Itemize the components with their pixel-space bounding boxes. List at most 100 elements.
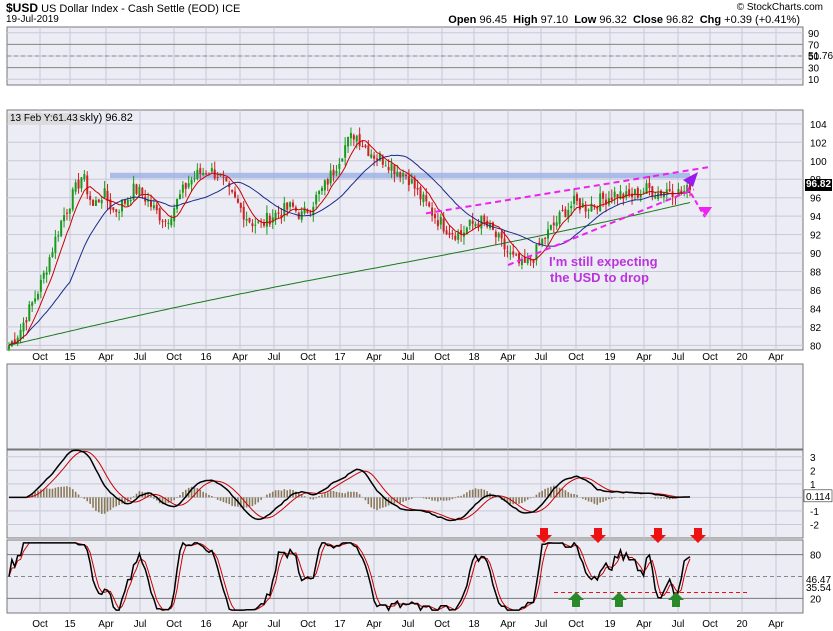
x-tick-label-bottom: Jul (134, 619, 147, 630)
candle-body (71, 189, 74, 210)
candle-body (471, 220, 474, 224)
candle-body (561, 209, 564, 211)
candle-body (271, 217, 274, 223)
chg-value: +0.39 (+0.41%) (724, 14, 800, 26)
candle-body (129, 199, 132, 202)
candle-body (329, 170, 332, 184)
candle-body (31, 302, 34, 306)
candle-body (633, 189, 636, 195)
candle-body (36, 293, 39, 300)
candle-body (178, 194, 181, 200)
candle-body (657, 193, 660, 199)
x-tick-label: Apr (98, 352, 114, 363)
x-tick-label: Oct (32, 352, 48, 363)
candle-body (112, 207, 115, 211)
sell-signal-arrow (690, 535, 706, 543)
x-tick-label: Jul (535, 352, 548, 363)
price-tick-label: 96 (810, 194, 822, 205)
x-tick-label: Oct (434, 352, 450, 363)
candle-body (245, 218, 248, 221)
candle-body (384, 165, 387, 167)
annotation-line-1: I'm still expecting (549, 254, 658, 269)
candle-body (283, 203, 286, 216)
candle-body (544, 237, 547, 239)
candle-body (613, 191, 616, 198)
candle-body (575, 194, 578, 201)
candle-body (358, 134, 361, 147)
price-tick-label: 94 (810, 212, 822, 223)
candle-body (396, 171, 399, 177)
candle-body (158, 208, 161, 221)
x-tick-label: Oct (568, 352, 584, 363)
macd-histogram (28, 485, 691, 514)
candle-body (121, 200, 124, 212)
candle-body (425, 195, 428, 202)
candle-body (83, 174, 86, 180)
x-tick-label-bottom: Jul (402, 619, 415, 630)
ma-20-line (8, 139, 691, 346)
candle-body (506, 251, 509, 253)
candle-body (422, 194, 425, 202)
candle-body (100, 200, 103, 204)
x-tick-label-bottom: Oct (166, 619, 182, 630)
stoch-tick-label: 20 (810, 594, 822, 605)
candle-body (199, 168, 202, 175)
candle-body (80, 177, 83, 189)
buy-signal-arrow (672, 600, 680, 607)
candle-body (558, 212, 561, 224)
sell-signal-arrow (590, 535, 606, 543)
candle-body (619, 191, 622, 199)
candle-body (210, 168, 213, 172)
candle-body (645, 183, 648, 194)
candle-body (518, 253, 521, 264)
candle-body (622, 193, 625, 199)
candle-body (152, 205, 155, 209)
candle-body (341, 158, 344, 162)
close-value: 96.82 (666, 14, 694, 26)
macd-tick-label: -1 (810, 507, 819, 518)
candle-body (367, 145, 370, 157)
x-tick-label-bottom: Oct (568, 619, 584, 630)
high-value: 97.10 (540, 14, 569, 26)
candle-body (176, 198, 179, 209)
candle-body (347, 137, 350, 147)
candle-body (164, 220, 167, 222)
candle-body (364, 145, 367, 148)
candle-body (65, 212, 68, 214)
candle-body (474, 224, 477, 227)
rsi-tick-label: 50 (808, 52, 820, 63)
price-tick-label: 86 (810, 286, 822, 297)
candle-body (526, 257, 529, 264)
candle-body (352, 135, 355, 140)
x-tick-label-bottom: Apr (768, 619, 784, 630)
annotation-text: I'm still expecting the USD to drop (549, 254, 658, 286)
candle-body (291, 202, 294, 207)
candle-body (57, 235, 60, 237)
forecast-arrow-line (686, 186, 706, 218)
candle-body (202, 173, 205, 176)
candle-body (460, 230, 463, 235)
macd-tick-label: 3 (810, 453, 816, 464)
candle-body (402, 173, 405, 177)
buy-signal-arrow (668, 592, 684, 600)
candle-body (106, 191, 109, 202)
candle-body (683, 190, 686, 192)
x-tick-label: Jul (134, 352, 147, 363)
candle-body (141, 187, 144, 196)
candle-body (39, 279, 42, 292)
x-tick-label-bottom: Apr (366, 619, 382, 630)
candle-body (468, 219, 471, 226)
x-tick-label: Apr (636, 352, 652, 363)
candle-body (193, 178, 196, 180)
index-name: US Dollar Index - Cash Settle (EOD) (41, 3, 219, 15)
candle-body (410, 179, 413, 184)
candle-body (181, 184, 184, 193)
rsi-tick-label: 70 (808, 40, 820, 51)
candle-body (602, 192, 605, 199)
candle-body (68, 208, 71, 214)
candle-body (155, 204, 158, 211)
sell-signal-arrow (650, 535, 666, 543)
candle-body (196, 169, 199, 179)
candle-body (483, 215, 486, 222)
candle-body (335, 170, 338, 174)
